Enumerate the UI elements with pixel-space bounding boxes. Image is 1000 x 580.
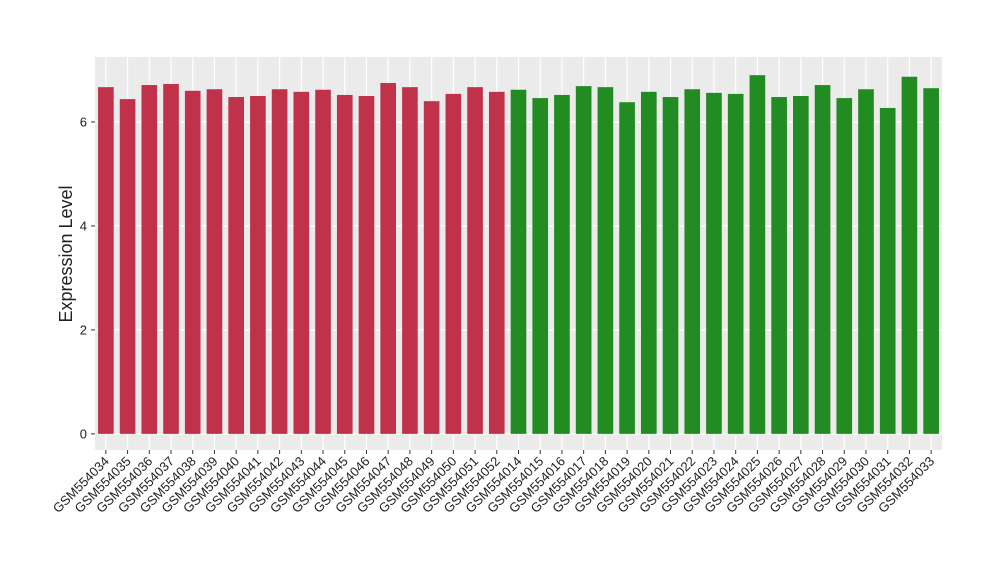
bar xyxy=(250,95,266,434)
bar xyxy=(141,85,158,434)
y-tick-label: 4 xyxy=(80,218,87,233)
bar xyxy=(119,99,136,434)
bar xyxy=(901,76,918,434)
bar xyxy=(727,93,744,434)
bar xyxy=(358,95,375,434)
bar xyxy=(423,101,440,434)
bar xyxy=(836,98,853,434)
bar xyxy=(445,93,462,434)
bar xyxy=(380,82,397,434)
bar xyxy=(814,85,831,434)
bar xyxy=(532,98,549,434)
bar xyxy=(879,107,896,434)
y-axis-title: Expression Level xyxy=(56,185,76,322)
bar xyxy=(575,86,592,434)
bar xyxy=(597,87,614,434)
y-tick-label: 6 xyxy=(80,114,87,129)
bar xyxy=(640,91,657,434)
bar xyxy=(858,89,874,434)
bar xyxy=(271,89,288,434)
bar xyxy=(98,87,114,434)
bar xyxy=(293,91,310,434)
bar xyxy=(793,95,809,434)
bar xyxy=(467,87,483,434)
bar xyxy=(684,89,701,434)
bar xyxy=(662,97,679,434)
bar xyxy=(206,89,223,434)
bar xyxy=(554,94,570,434)
y-tick-label: 0 xyxy=(80,426,87,441)
bar xyxy=(771,97,787,434)
bar xyxy=(923,88,939,434)
bar xyxy=(488,91,505,434)
y-tick-label: 2 xyxy=(80,322,87,337)
bar xyxy=(706,92,722,434)
bar xyxy=(228,97,244,434)
bar xyxy=(336,94,353,434)
bar xyxy=(184,90,201,434)
bar xyxy=(402,87,418,434)
bar xyxy=(510,89,527,434)
bar xyxy=(163,84,179,434)
bar xyxy=(749,75,766,434)
bar xyxy=(315,89,331,434)
bar xyxy=(619,102,635,434)
